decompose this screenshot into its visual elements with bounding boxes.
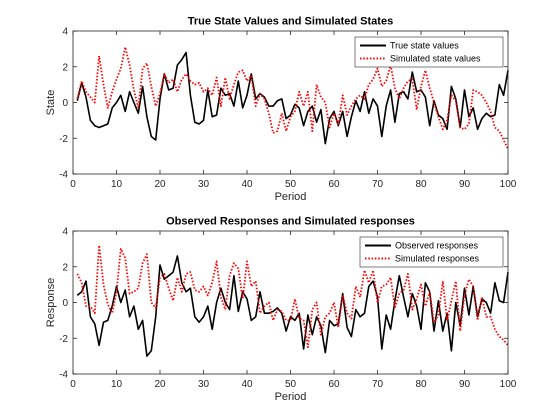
x-tick-label: 0 [70,179,76,190]
legend-bottom: Observed responses Simulated responses [359,236,504,268]
x-axis-label-top: Period [275,191,307,203]
chart-bottom: Observed Responses and Simulated respons… [45,216,517,404]
chart-top: True State Values and Simulated States P… [45,16,517,204]
x-tick-label: 20 [154,179,166,190]
series-group-top [76,46,509,150]
x-tick-label: 50 [285,179,297,190]
x-tick-label: 20 [154,379,166,390]
series-line-top-black [76,51,509,145]
y-axis-label-bottom: Response [45,278,57,328]
legend-label-true-state: True state values [390,41,459,51]
y-tick-label: -2 [59,334,68,345]
y-tick-label: -2 [59,134,68,145]
x-tick-label: 80 [415,179,427,190]
legend-label-simulated-responses: Simulated responses [395,254,480,264]
series-line-bottom-black [76,255,509,357]
x-tick-label: 90 [459,179,471,190]
series-line-bottom-red [76,244,509,349]
legend-label-simulated-state: Simulated state values [390,54,481,64]
series-line-top-red [76,46,509,150]
y-tick-label: -4 [59,170,68,181]
x-tick-label: 40 [241,379,253,390]
legend-box-top [354,36,504,68]
x-tick-label: 10 [111,179,123,190]
axes-box-bottom [72,230,509,375]
x-tick-label: 0 [70,379,76,390]
y-tick-label: 2 [62,262,68,273]
x-tick-label: 50 [285,379,297,390]
x-tick-label: 70 [372,179,384,190]
x-axis-label-bottom: Period [275,391,307,403]
y-tick-label: 4 [62,27,68,38]
x-tick-label: 100 [500,379,517,390]
x-tick-label: 30 [198,179,210,190]
axes-box-top [72,30,509,175]
y-tick-label: 4 [62,227,68,238]
x-tick-label: 90 [459,379,471,390]
x-tick-label: 60 [328,179,340,190]
x-tick-label: 40 [241,179,253,190]
chart-title-top: True State Values and Simulated States [188,16,393,28]
x-tick-label: 30 [198,379,210,390]
legend-box-bottom [359,236,504,268]
x-tick-label: 80 [415,379,427,390]
y-tick-label: 0 [62,298,68,309]
x-tick-label: 100 [500,179,517,190]
y-tick-label: -4 [59,370,68,381]
x-tick-label: 70 [372,379,384,390]
legend-label-observed: Observed responses [395,241,479,251]
x-tick-label: 60 [328,379,340,390]
y-tick-label: 0 [62,98,68,109]
series-group-bottom [76,244,509,357]
y-axis-label-top: State [45,90,57,116]
legend-top: True state values Simulated state values [354,36,504,68]
y-tick-label: 2 [62,62,68,73]
chart-title-bottom: Observed Responses and Simulated respons… [166,216,415,228]
x-tick-label: 10 [111,379,123,390]
